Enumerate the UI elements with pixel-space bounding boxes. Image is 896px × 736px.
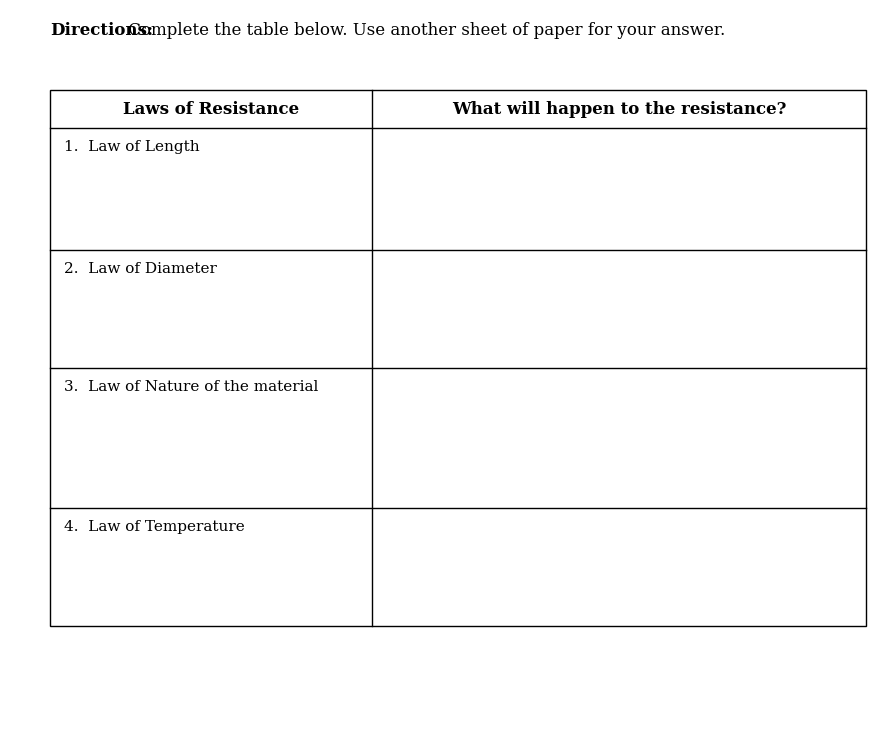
Text: 2.  Law of Diameter: 2. Law of Diameter (64, 262, 217, 276)
Text: What will happen to the resistance?: What will happen to the resistance? (452, 101, 787, 118)
Text: 3.  Law of Nature of the material: 3. Law of Nature of the material (64, 380, 318, 394)
Text: Laws of Resistance: Laws of Resistance (123, 101, 299, 118)
Text: 4.  Law of Temperature: 4. Law of Temperature (64, 520, 245, 534)
Text: Complete the table below. Use another sheet of paper for your answer.: Complete the table below. Use another sh… (123, 22, 725, 39)
Text: 1.  Law of Length: 1. Law of Length (64, 140, 200, 154)
Text: Directions:: Directions: (50, 22, 153, 39)
Bar (50, 90, 866, 626)
